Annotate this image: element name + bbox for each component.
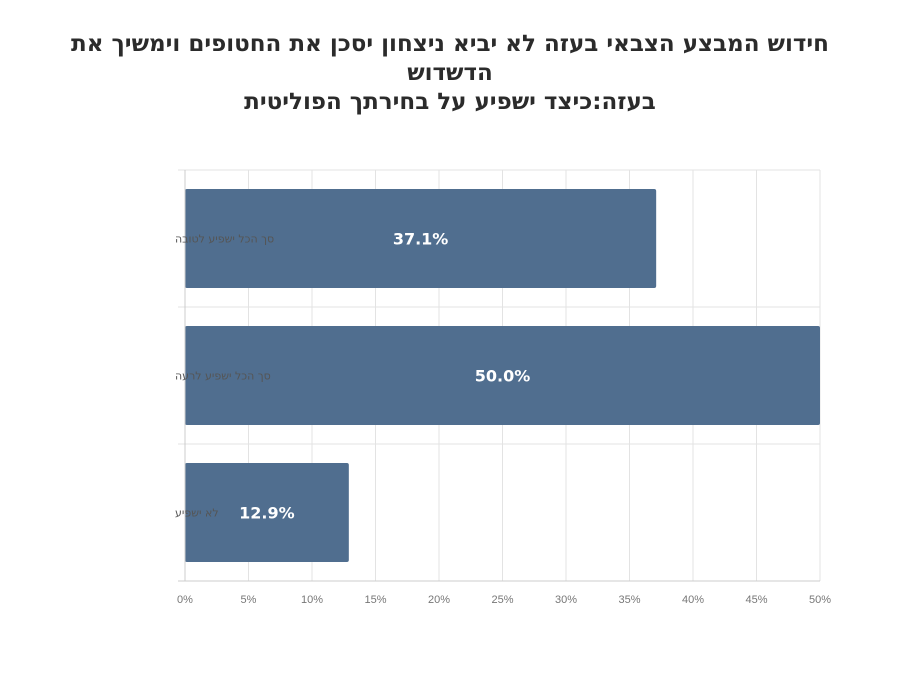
x-tick-label: 20%	[428, 594, 450, 606]
x-tick-label: 30%	[555, 594, 577, 606]
bar	[185, 463, 349, 562]
axes	[178, 170, 820, 582]
category-label: סך הכל ישפיע לרעה	[175, 370, 271, 383]
bar	[185, 189, 657, 288]
bar-data-label: 50.0%	[475, 367, 531, 386]
x-tick-label: 15%	[364, 594, 386, 606]
bar-data-label: 12.9%	[239, 504, 295, 523]
labels: 0% 5% 10% 15% 20% 25% 30% 35% 40% 45% 50% 37.1% סך ה…	[175, 230, 831, 607]
x-tick-label: 35%	[618, 594, 640, 606]
x-tick-label: 10%	[301, 594, 323, 606]
x-tick-label: 5%	[241, 594, 257, 606]
bar-data-label: 37.1%	[393, 230, 449, 249]
x-tick-label: 45%	[745, 594, 767, 606]
x-tick-label: 25%	[491, 594, 513, 606]
x-tick-label: 50%	[809, 594, 831, 606]
chart-title: חידוש המבצע הצבאי בעזה לא יביא ניצחון יס…	[40, 30, 860, 117]
chart-title-line-1: חידוש המבצע הצבאי בעזה לא יביא ניצחון יס…	[71, 31, 829, 86]
bars	[185, 189, 820, 562]
x-tick-label: 40%	[682, 594, 704, 606]
x-tick-label: 0%	[177, 594, 193, 606]
chart-title-line-2: בעזה:כיצד ישפיע על בחירתך הפוליטית	[244, 89, 656, 115]
category-label: לא ישפיע	[175, 507, 219, 520]
bar	[185, 326, 820, 425]
category-label: סך הכל ישפיע לטובה	[175, 233, 274, 246]
